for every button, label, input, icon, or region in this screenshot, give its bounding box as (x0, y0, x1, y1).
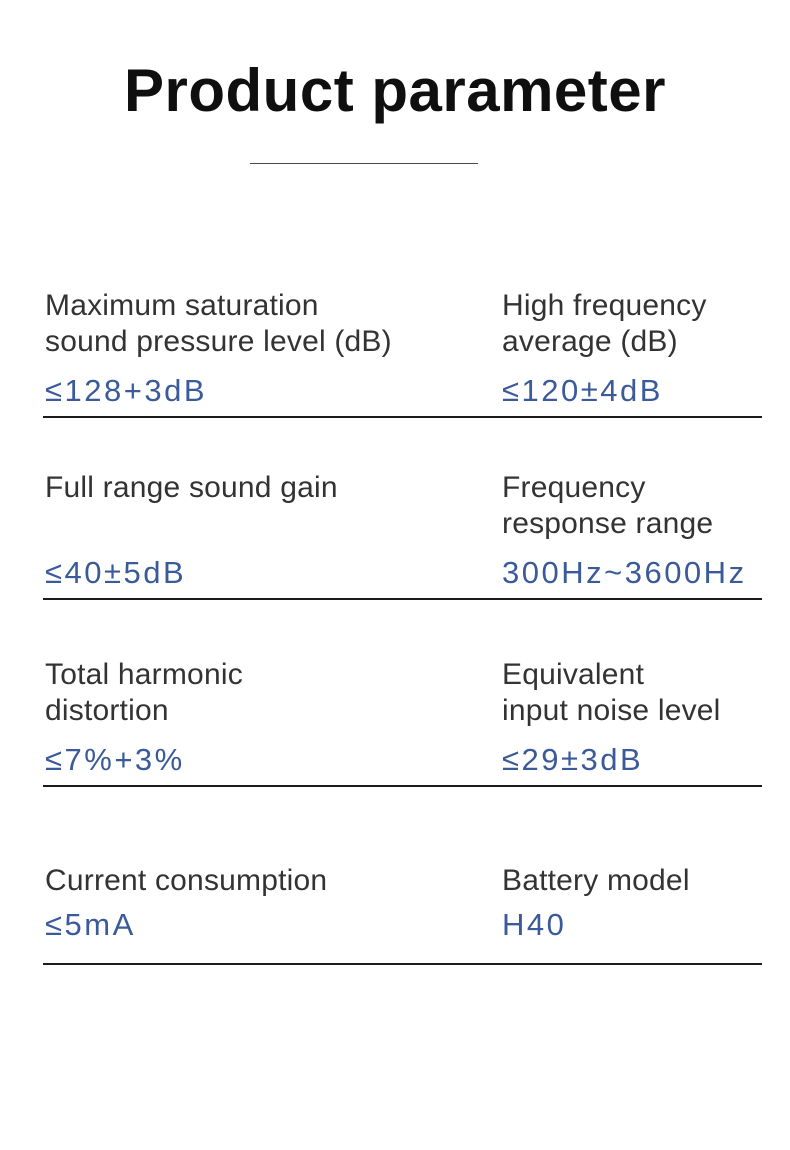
spec-cell-left: Full range sound gain ≤40±5dB (43, 470, 500, 598)
spec-cell-right: High frequency average (dB) ≤120±4dB (500, 288, 762, 416)
row-divider (43, 416, 762, 419)
spec-value: H40 (502, 907, 567, 942)
spec-row: Current consumption ≤5mA Battery model H… (43, 863, 762, 966)
spec-cell-right: Equivalent input noise level ≤29±3dB (500, 657, 762, 785)
spec-label: Total harmonic distortion (45, 658, 243, 728)
spec-value: ≤5mA (45, 907, 136, 942)
spec-row: Total harmonic distortion ≤7%+3% Equival… (43, 657, 762, 788)
spec-value: ≤120±4dB (502, 373, 663, 408)
spec-label: Full range sound gain (45, 471, 338, 505)
row-divider (43, 785, 762, 788)
spec-label: Equivalent input noise level (502, 658, 721, 728)
spec-cell-right: Battery model H40 (500, 863, 762, 963)
spec-cell-right: Frequency response range 300Hz~3600Hz (500, 470, 762, 598)
title-underline (250, 163, 478, 165)
spec-row: Maximum saturation sound pressure level … (43, 288, 762, 419)
spec-cell-left: Total harmonic distortion ≤7%+3% (43, 657, 500, 785)
row-divider (43, 963, 762, 966)
spec-value: ≤40±5dB (45, 555, 187, 590)
spec-row: Full range sound gain ≤40±5dB Frequency … (43, 470, 762, 601)
spec-label: Maximum saturation sound pressure level … (45, 289, 392, 359)
spec-label: High frequency average (dB) (502, 289, 707, 359)
spec-label: Current consumption (45, 864, 328, 898)
spec-cell-left: Current consumption ≤5mA (43, 863, 500, 963)
spec-value: ≤128+3dB (45, 373, 207, 408)
spec-label: Frequency response range (502, 471, 714, 541)
spec-label: Battery model (502, 864, 690, 898)
spec-table: Maximum saturation sound pressure level … (43, 288, 762, 966)
spec-value: ≤29±3dB (502, 742, 644, 777)
page-title: Product parameter (124, 57, 666, 124)
spec-cell-left: Maximum saturation sound pressure level … (43, 288, 500, 416)
row-divider (43, 598, 762, 601)
spec-value: 300Hz~3600Hz (502, 555, 747, 590)
spec-value: ≤7%+3% (45, 742, 185, 777)
